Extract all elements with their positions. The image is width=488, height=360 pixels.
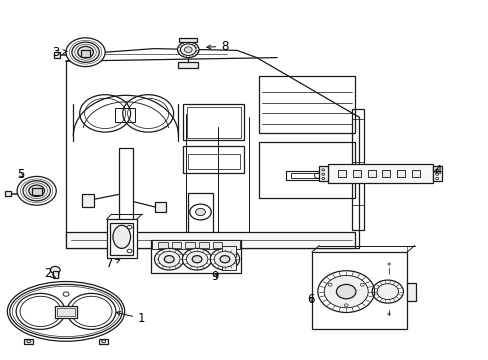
Bar (411, 170, 419, 177)
Circle shape (192, 256, 202, 263)
Text: *: * (386, 312, 390, 321)
Circle shape (376, 284, 398, 300)
Bar (188, 154, 239, 169)
Bar (352, 170, 360, 177)
Circle shape (158, 251, 180, 267)
Circle shape (29, 185, 44, 197)
Circle shape (177, 42, 199, 58)
Bar (212, 242, 222, 248)
Circle shape (184, 47, 192, 53)
Circle shape (17, 176, 56, 205)
Bar (179, 38, 197, 42)
Bar (187, 107, 240, 138)
Circle shape (180, 44, 196, 55)
Text: 4: 4 (433, 165, 441, 177)
Text: 7: 7 (106, 257, 120, 270)
Ellipse shape (113, 225, 130, 248)
Circle shape (182, 248, 211, 270)
Circle shape (195, 208, 205, 216)
Circle shape (127, 249, 132, 253)
Bar (155, 202, 166, 212)
Text: *: * (386, 262, 390, 271)
Bar (222, 259, 236, 270)
Text: 2: 2 (44, 267, 55, 280)
Circle shape (16, 293, 65, 329)
Circle shape (186, 251, 207, 267)
Bar (318, 166, 327, 181)
Bar (171, 242, 181, 248)
Bar (151, 240, 240, 249)
Circle shape (50, 266, 60, 274)
Circle shape (78, 46, 93, 58)
Bar (5, 191, 11, 196)
Circle shape (67, 293, 116, 329)
Text: 6: 6 (306, 293, 314, 306)
Bar (55, 306, 77, 318)
Bar (110, 223, 133, 255)
Bar (338, 170, 346, 177)
Bar (327, 164, 432, 183)
Bar (66, 232, 354, 248)
Circle shape (23, 181, 50, 201)
Bar (183, 104, 244, 140)
Circle shape (324, 275, 367, 308)
Circle shape (72, 42, 99, 62)
Bar (158, 242, 167, 248)
Ellipse shape (7, 282, 124, 341)
Bar (367, 170, 375, 177)
Bar (106, 219, 137, 258)
Bar (259, 76, 354, 133)
Bar (57, 308, 75, 316)
Bar (185, 242, 195, 248)
Circle shape (336, 284, 355, 299)
Bar (81, 194, 94, 207)
Text: 9: 9 (211, 270, 219, 283)
Bar (351, 109, 364, 230)
Bar (396, 170, 404, 177)
Circle shape (220, 256, 229, 263)
Bar (81, 50, 90, 57)
Circle shape (164, 256, 174, 263)
Bar (150, 240, 241, 273)
Bar (290, 173, 320, 178)
Bar (54, 52, 60, 58)
Text: 8: 8 (206, 40, 228, 53)
Bar (188, 193, 212, 236)
Bar (432, 166, 441, 181)
Bar (118, 148, 133, 223)
Text: 3: 3 (52, 46, 67, 59)
Circle shape (214, 251, 235, 267)
Bar (285, 171, 325, 180)
Bar (53, 271, 58, 278)
Bar (407, 283, 415, 301)
Bar (199, 242, 208, 248)
Bar (24, 339, 33, 344)
Circle shape (154, 248, 183, 270)
Bar (99, 339, 108, 344)
Bar (178, 62, 198, 68)
Bar (183, 146, 244, 173)
Bar (382, 170, 389, 177)
Text: 5: 5 (17, 168, 24, 181)
Bar (115, 108, 135, 122)
Circle shape (127, 225, 132, 229)
Text: 1: 1 (116, 311, 145, 325)
Circle shape (66, 38, 105, 67)
Bar (32, 188, 41, 195)
Circle shape (210, 248, 239, 270)
Bar (222, 246, 236, 257)
Bar (311, 252, 407, 329)
Bar (259, 142, 354, 198)
